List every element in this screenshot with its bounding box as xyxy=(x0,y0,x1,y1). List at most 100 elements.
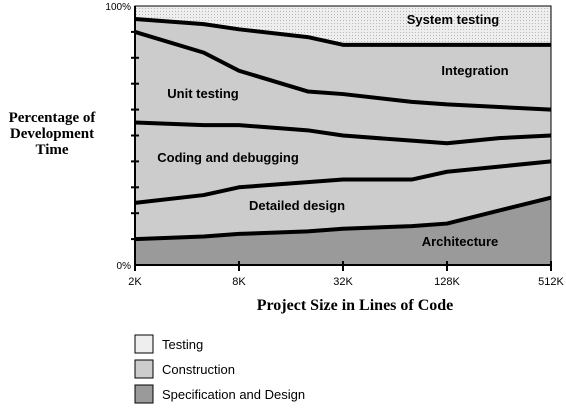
testing-texture-dot xyxy=(232,14,233,15)
testing-texture-dot xyxy=(148,8,149,9)
testing-texture-dot xyxy=(259,26,260,27)
testing-texture-dot xyxy=(202,17,203,18)
testing-texture-dot xyxy=(502,35,503,36)
testing-texture-dot xyxy=(316,14,317,15)
testing-texture-dot xyxy=(391,11,392,12)
testing-texture-dot xyxy=(505,32,506,33)
testing-texture-dot xyxy=(379,35,380,36)
testing-texture-dot xyxy=(295,32,296,33)
testing-texture-dot xyxy=(400,41,401,42)
testing-texture-dot xyxy=(346,14,347,15)
testing-texture-dot xyxy=(529,35,530,36)
testing-texture-dot xyxy=(535,38,536,39)
testing-texture-dot xyxy=(523,20,524,21)
testing-texture-dot xyxy=(484,29,485,30)
testing-texture-dot xyxy=(451,41,452,42)
testing-texture-dot xyxy=(469,32,470,33)
testing-texture-dot xyxy=(457,11,458,12)
testing-texture-dot xyxy=(271,14,272,15)
testing-texture-dot xyxy=(301,20,302,21)
testing-texture-dot xyxy=(523,26,524,27)
testing-texture-dot xyxy=(463,26,464,27)
testing-texture-dot xyxy=(256,20,257,21)
testing-texture-dot xyxy=(310,8,311,9)
testing-texture-dot xyxy=(334,26,335,27)
testing-texture-dot xyxy=(253,11,254,12)
testing-texture-dot xyxy=(385,35,386,36)
testing-texture-dot xyxy=(448,14,449,15)
testing-texture-dot xyxy=(313,23,314,24)
testing-texture-dot xyxy=(379,41,380,42)
testing-texture-dot xyxy=(229,11,230,12)
testing-texture-dot xyxy=(304,23,305,24)
testing-texture-dot xyxy=(406,26,407,27)
testing-texture-dot xyxy=(154,8,155,9)
testing-texture-dot xyxy=(280,20,281,21)
testing-texture-dot xyxy=(337,35,338,36)
testing-texture-dot xyxy=(457,35,458,36)
testing-texture-dot xyxy=(337,38,338,39)
testing-texture-dot xyxy=(481,17,482,18)
testing-texture-dot xyxy=(373,41,374,42)
testing-texture-dot xyxy=(490,26,491,27)
testing-texture-dot xyxy=(367,32,368,33)
testing-texture-dot xyxy=(505,29,506,30)
testing-texture-dot xyxy=(220,23,221,24)
testing-texture-dot xyxy=(319,32,320,33)
testing-texture-dot xyxy=(469,29,470,30)
testing-texture-dot xyxy=(412,23,413,24)
testing-texture-dot xyxy=(409,32,410,33)
testing-texture-dot xyxy=(346,8,347,9)
testing-texture-dot xyxy=(286,8,287,9)
testing-texture-dot xyxy=(493,29,494,30)
testing-texture-dot xyxy=(325,11,326,12)
testing-texture-dot xyxy=(283,14,284,15)
testing-texture-dot xyxy=(187,14,188,15)
testing-texture-dot xyxy=(358,35,359,36)
testing-texture-dot xyxy=(325,8,326,9)
testing-texture-dot xyxy=(415,11,416,12)
testing-texture-dot xyxy=(538,14,539,15)
testing-texture-dot xyxy=(547,8,548,9)
testing-texture-dot xyxy=(454,38,455,39)
testing-texture-dot xyxy=(448,38,449,39)
testing-texture-dot xyxy=(271,29,272,30)
testing-texture-dot xyxy=(496,20,497,21)
testing-texture-dot xyxy=(328,38,329,39)
testing-texture-dot xyxy=(304,8,305,9)
testing-texture-dot xyxy=(511,17,512,18)
testing-texture-dot xyxy=(343,23,344,24)
testing-texture-dot xyxy=(343,32,344,33)
testing-texture-dot xyxy=(214,11,215,12)
testing-texture-dot xyxy=(454,26,455,27)
testing-texture-dot xyxy=(508,32,509,33)
testing-texture-dot xyxy=(502,14,503,15)
testing-texture-dot xyxy=(493,41,494,42)
testing-texture-dot xyxy=(343,26,344,27)
testing-texture-dot xyxy=(520,17,521,18)
testing-texture-dot xyxy=(274,8,275,9)
testing-texture-dot xyxy=(373,32,374,33)
testing-texture-dot xyxy=(274,26,275,27)
testing-texture-dot xyxy=(529,17,530,18)
testing-texture-dot xyxy=(421,35,422,36)
x-axis-title: Project Size in Lines of Code xyxy=(257,297,454,314)
testing-texture-dot xyxy=(493,32,494,33)
testing-texture-dot xyxy=(220,20,221,21)
testing-texture-dot xyxy=(355,32,356,33)
testing-texture-dot xyxy=(181,14,182,15)
testing-texture-dot xyxy=(541,26,542,27)
testing-texture-dot xyxy=(253,14,254,15)
testing-texture-dot xyxy=(439,35,440,36)
testing-texture-dot xyxy=(376,26,377,27)
testing-texture-dot xyxy=(457,38,458,39)
testing-texture-dot xyxy=(415,23,416,24)
testing-texture-dot xyxy=(427,29,428,30)
testing-texture-dot xyxy=(457,32,458,33)
testing-texture-dot xyxy=(505,41,506,42)
testing-texture-dot xyxy=(358,11,359,12)
testing-texture-dot xyxy=(322,35,323,36)
testing-texture-dot xyxy=(526,26,527,27)
testing-texture-dot xyxy=(466,8,467,9)
testing-texture-dot xyxy=(472,38,473,39)
